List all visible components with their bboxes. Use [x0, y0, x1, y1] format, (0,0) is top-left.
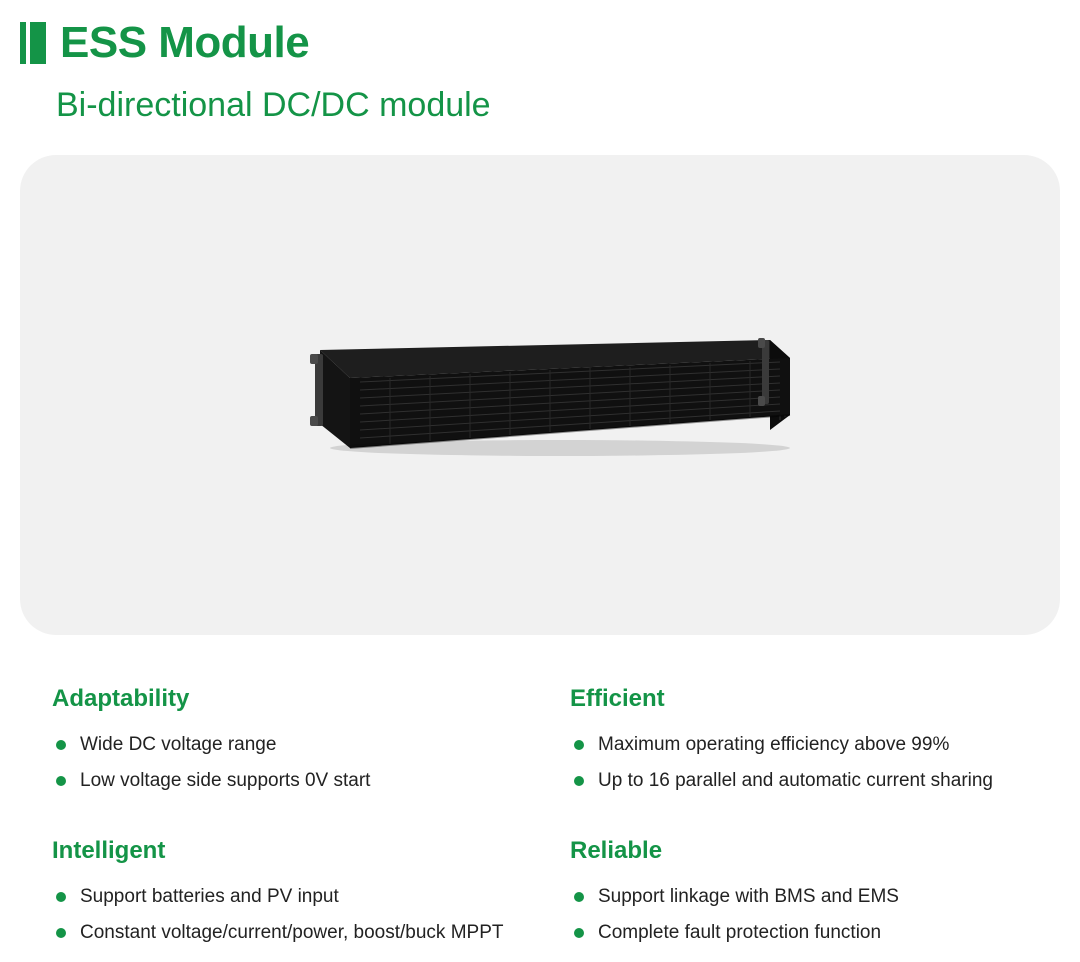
- feature-item: Support batteries and PV input: [52, 879, 510, 915]
- feature-block-intelligent: Intelligent Support batteries and PV inp…: [52, 837, 510, 951]
- feature-title: Efficient: [570, 685, 1028, 713]
- title-accent-bars: [20, 22, 46, 64]
- feature-item: Low voltage side supports 0V start: [52, 763, 510, 799]
- title-row: ESS Module: [20, 18, 1060, 68]
- accent-bar-thick: [30, 22, 46, 64]
- device-illustration: [260, 320, 820, 470]
- product-image-panel: [20, 155, 1060, 635]
- features-grid: Adaptability Wide DC voltage range Low v…: [20, 685, 1060, 951]
- device-handle-left: [310, 354, 323, 426]
- feature-block-adaptability: Adaptability Wide DC voltage range Low v…: [52, 685, 510, 799]
- feature-item: Complete fault protection function: [570, 915, 1028, 951]
- page-subtitle: Bi-directional DC/DC module: [56, 86, 1060, 125]
- feature-item: Maximum operating efficiency above 99%: [570, 727, 1028, 763]
- page-title: ESS Module: [60, 18, 309, 68]
- feature-list: Wide DC voltage range Low voltage side s…: [52, 727, 510, 799]
- feature-title: Reliable: [570, 837, 1028, 865]
- feature-item: Support linkage with BMS and EMS: [570, 879, 1028, 915]
- feature-item: Up to 16 parallel and automatic current …: [570, 763, 1028, 799]
- feature-title: Intelligent: [52, 837, 510, 865]
- accent-bar-thin: [20, 22, 26, 64]
- feature-item: Wide DC voltage range: [52, 727, 510, 763]
- feature-block-efficient: Efficient Maximum operating efficiency a…: [570, 685, 1028, 799]
- feature-list: Support linkage with BMS and EMS Complet…: [570, 879, 1028, 951]
- feature-item: Constant voltage/current/power, boost/bu…: [52, 915, 510, 951]
- feature-block-reliable: Reliable Support linkage with BMS and EM…: [570, 837, 1028, 951]
- feature-list: Support batteries and PV input Constant …: [52, 879, 510, 951]
- feature-list: Maximum operating efficiency above 99% U…: [570, 727, 1028, 799]
- feature-title: Adaptability: [52, 685, 510, 713]
